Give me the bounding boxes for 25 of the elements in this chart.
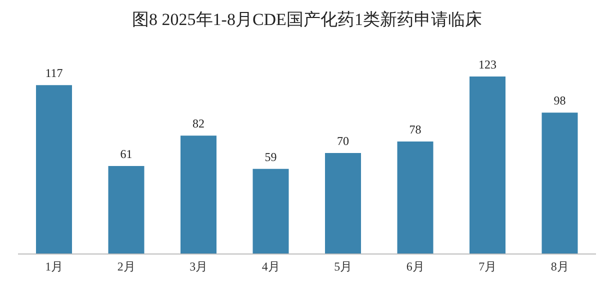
data-label: 123 [478, 58, 496, 72]
data-label: 98 [554, 94, 566, 108]
x-tick-label: 6月 [406, 260, 424, 274]
bar [542, 112, 578, 254]
data-label: 59 [264, 150, 277, 164]
bar [397, 141, 434, 254]
x-tick-label: 2月 [117, 260, 136, 274]
bar [252, 168, 289, 254]
bar [470, 76, 506, 254]
x-tick-label: 7月 [478, 260, 497, 274]
x-tick-label: 4月 [262, 260, 280, 274]
data-label: 70 [337, 134, 349, 148]
chart-title: 图8 2025年1-8月CDE国产化药1类新药申请临床 [131, 9, 483, 31]
x-tick-label: 3月 [190, 260, 208, 274]
x-tick-label: 8月 [550, 260, 569, 274]
data-label: 117 [45, 66, 63, 80]
bar [36, 85, 72, 254]
data-label: 82 [192, 116, 204, 131]
x-tick-label: 1月 [45, 260, 64, 274]
bar [180, 136, 216, 254]
bar [108, 166, 144, 254]
data-label: 61 [120, 146, 132, 161]
x-tick-label: 5月 [334, 260, 352, 274]
data-label: 78 [409, 122, 422, 136]
bar [325, 153, 361, 254]
